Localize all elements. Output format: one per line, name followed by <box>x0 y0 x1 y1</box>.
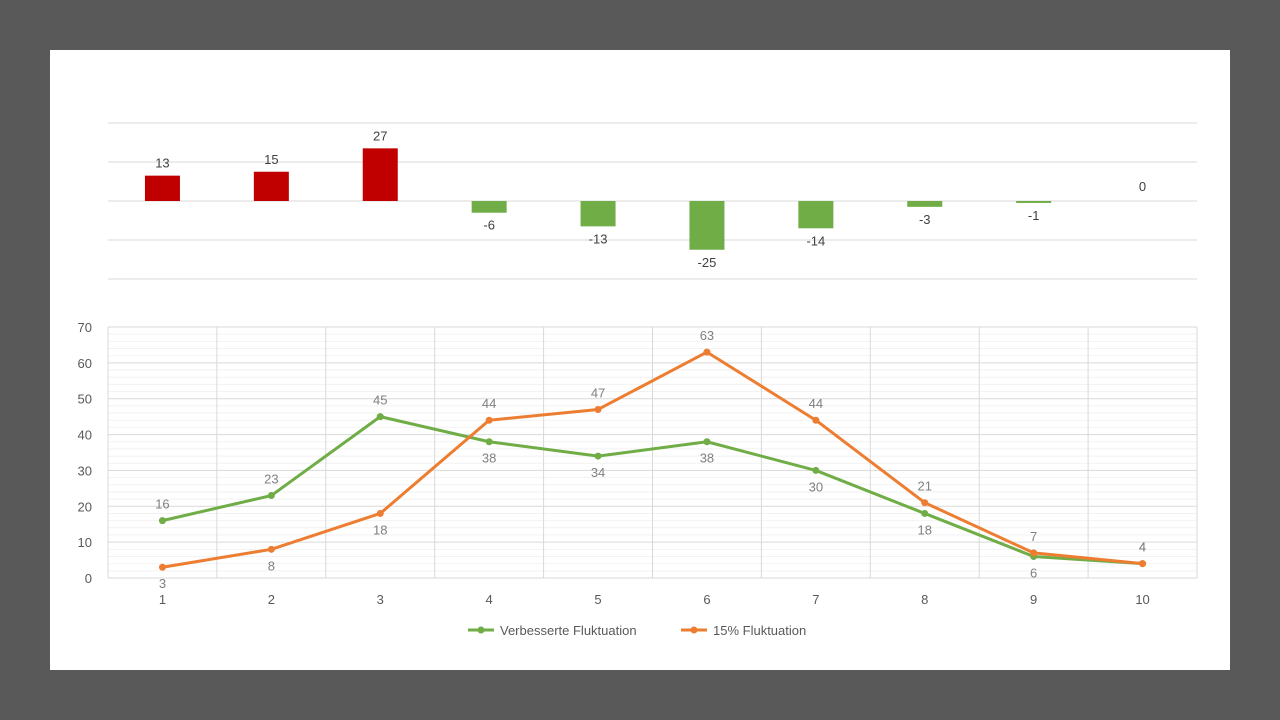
bar-data-label: 27 <box>373 128 387 143</box>
bar-data-label: 15 <box>264 152 278 167</box>
y-tick-label: 20 <box>78 499 92 514</box>
bar-data-label: -6 <box>483 218 495 233</box>
bar-data-label: -13 <box>589 231 608 246</box>
line-data-label-2: 44 <box>482 396 496 411</box>
legend-label: 15% Fluktuation <box>713 623 806 638</box>
x-tick-label: 10 <box>1135 592 1149 607</box>
y-tick-label: 50 <box>78 392 92 407</box>
series-marker-2 <box>158 563 166 571</box>
x-tick-label: 3 <box>377 592 384 607</box>
y-tick-label: 70 <box>78 320 92 335</box>
line-data-label-2: 7 <box>1030 529 1037 544</box>
line-data-label-2: 18 <box>373 522 387 537</box>
series-marker-2 <box>1139 560 1147 568</box>
x-tick-label: 6 <box>703 592 710 607</box>
y-tick-label: 30 <box>78 463 92 478</box>
line-data-label-2: 8 <box>268 558 275 573</box>
bar-data-label: -3 <box>919 212 931 227</box>
x-tick-label: 7 <box>812 592 819 607</box>
chart-legend: Verbesserte Fluktuation 15% Fluktuation <box>468 623 806 638</box>
line-data-label-1: 4 <box>1139 540 1146 555</box>
x-tick-label: 9 <box>1030 592 1037 607</box>
legend-item: 15% Fluktuation <box>681 623 806 638</box>
bar <box>471 201 507 213</box>
line-data-label-1: 6 <box>1030 565 1037 580</box>
series-marker-2 <box>267 545 275 553</box>
line-data-label-1: 23 <box>264 472 278 487</box>
line-data-label-2: 3 <box>159 576 166 591</box>
line-data-label-2: 47 <box>591 385 605 400</box>
bar <box>362 148 398 201</box>
y-tick-label: 60 <box>78 356 92 371</box>
x-tick-label: 1 <box>159 592 166 607</box>
y-tick-label: 10 <box>78 535 92 550</box>
y-tick-label: 40 <box>78 428 92 443</box>
line-data-label-2: 63 <box>700 328 714 343</box>
x-tick-label: 8 <box>921 592 928 607</box>
series-marker-1 <box>921 509 929 517</box>
series-marker-1 <box>812 466 820 474</box>
bar-chart: 13 15 27 -6 -13 -25 -14 -3 -1 0 <box>108 122 1197 280</box>
line-data-label-2: 44 <box>809 396 823 411</box>
slide: 13 15 27 -6 -13 -25 -14 -3 -1 0 0 10 20 30 40 50 60 70 1 2… <box>50 50 1230 670</box>
series-marker-2 <box>703 348 711 356</box>
bar <box>580 201 616 227</box>
series-marker-2 <box>485 416 493 424</box>
bar <box>253 171 289 201</box>
series-marker-2 <box>812 416 820 424</box>
bar <box>689 201 725 250</box>
x-tick-label: 2 <box>268 592 275 607</box>
line-data-label-1: 45 <box>373 393 387 408</box>
line-data-label-2: 4 <box>1139 540 1146 555</box>
bar-data-label: -25 <box>698 255 717 270</box>
line-data-label-2: 21 <box>918 479 932 494</box>
series-marker-1 <box>267 492 275 500</box>
y-tick-label: 0 <box>85 571 92 586</box>
line-data-label-1: 38 <box>482 451 496 466</box>
bar <box>1016 201 1052 203</box>
line-data-label-1: 30 <box>809 479 823 494</box>
line-data-label-1: 38 <box>700 451 714 466</box>
bar-data-label: 13 <box>155 156 169 171</box>
line-data-label-1: 34 <box>591 465 605 480</box>
bar <box>144 175 180 201</box>
series-marker-2 <box>376 509 384 517</box>
series-marker-1 <box>158 517 166 525</box>
series-marker-1 <box>703 438 711 446</box>
series-line-1 <box>160 415 1145 566</box>
line-data-label-1: 16 <box>155 497 169 512</box>
series-marker-2 <box>594 405 602 413</box>
legend-swatch-marker <box>690 626 698 634</box>
series-marker-2 <box>921 499 929 507</box>
series-marker-1 <box>485 438 493 446</box>
x-tick-label: 4 <box>486 592 493 607</box>
bar <box>907 201 943 207</box>
bar-data-label: 0 <box>1139 179 1146 194</box>
series-marker-1 <box>376 413 384 421</box>
legend-swatch-marker <box>477 626 485 634</box>
legend-item: Verbesserte Fluktuation <box>468 623 637 638</box>
bar-data-label: -14 <box>806 233 825 248</box>
line-data-label-1: 18 <box>918 522 932 537</box>
series-line-2 <box>160 350 1145 569</box>
series-marker-2 <box>1030 549 1038 557</box>
x-tick-label: 5 <box>594 592 601 607</box>
bar-data-label: -1 <box>1028 208 1040 223</box>
bar <box>798 201 834 229</box>
series-marker-1 <box>594 452 602 460</box>
legend-label: Verbesserte Fluktuation <box>500 623 637 638</box>
